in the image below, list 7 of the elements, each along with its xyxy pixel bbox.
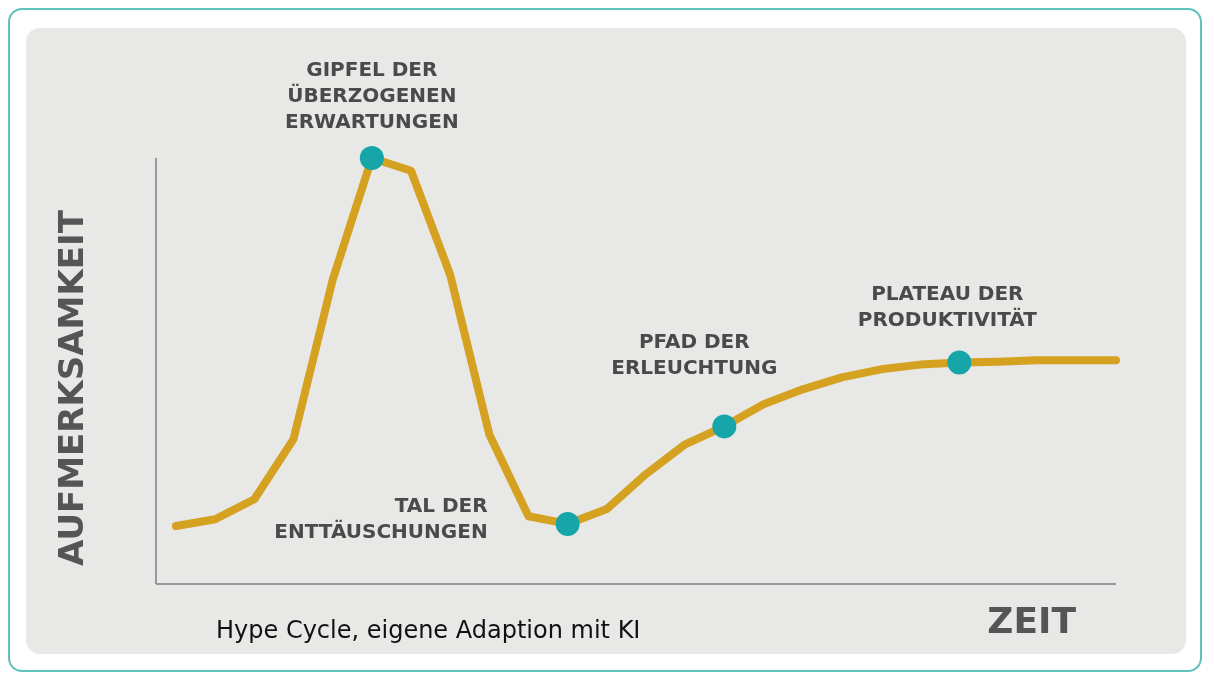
text: GIPFEL DER ÜBERZOGENEN ERWARTUNGEN bbox=[285, 57, 459, 133]
annotation: PLATEAU DER PRODUKTIVITÄT bbox=[857, 281, 1038, 332]
y-axis-title: AUFMERKSAMKEIT bbox=[51, 209, 91, 568]
annotation: PFAD DER ERLEUCHTUNG bbox=[611, 329, 778, 380]
text: Hype Cycle, eigene Adaption mit KI bbox=[216, 616, 641, 644]
x-axis-title: ZEIT bbox=[987, 600, 1076, 641]
annotation: TAL DER ENTTÄUSCHUNGEN bbox=[274, 492, 488, 543]
